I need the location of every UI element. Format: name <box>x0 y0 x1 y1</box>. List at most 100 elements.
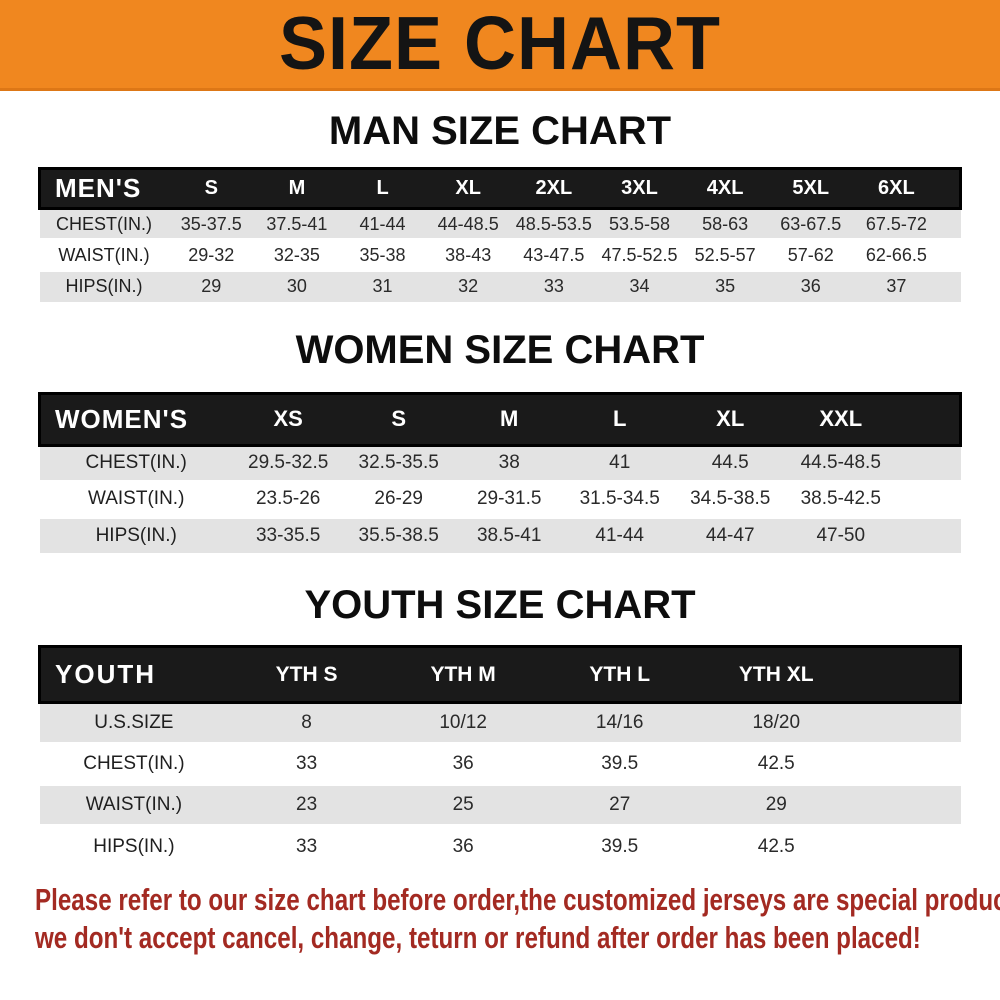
men-value-cell: 62-66.5 <box>865 244 927 265</box>
men-table-row: CHEST(IN.) 35-37.5 37.5-41 41-44 44-48.5 48.5… <box>39 208 961 240</box>
men-value-cell: 53.5-58 <box>608 213 670 234</box>
youth-column-header: YTH S <box>275 662 338 686</box>
youth-row-label: HIPS(IN.) <box>93 835 175 857</box>
men-value-cell: 33 <box>543 276 564 297</box>
women-row-label: HIPS(IN.) <box>95 524 177 546</box>
youth-table-row: WAIST(IN.) 23 25 27 29 <box>39 784 961 826</box>
women-value-cell: 47-50 <box>816 524 866 546</box>
banner-title: SIZE CHART <box>279 2 721 86</box>
men-value-cell: 35 <box>715 276 736 297</box>
filler-cell <box>855 826 961 867</box>
women-table-row: HIPS(IN.) 33-35.5 35.5-38.5 38.5-41 41-44 44-… <box>39 517 961 553</box>
women-column-header: S <box>391 406 407 431</box>
youth-row-label: CHEST(IN.) <box>83 753 185 774</box>
size-chart-sections: MAN SIZE CHART MEN'S S M L XL 2XL 3XL 4XL 5XL 6XL C… <box>0 109 1000 867</box>
filler-cell <box>855 785 961 826</box>
men-header-label: MEN'S <box>55 173 142 203</box>
filler-cell <box>896 517 961 553</box>
youth-column-header: YTH L <box>589 662 651 686</box>
men-section-title: MAN SIZE CHART <box>328 109 672 153</box>
women-header-label: WOMEN'S <box>55 403 189 434</box>
women-value-cell: 29-31.5 <box>476 488 542 509</box>
women-column-header: M <box>500 406 519 431</box>
women-value-cell: 26-29 <box>374 488 423 509</box>
filler-cell <box>855 744 961 785</box>
women-header-row: WOMEN'S XS S M L XL XXL <box>39 393 961 445</box>
youth-column-header: YTH M <box>430 662 496 686</box>
youth-row-label: WAIST(IN.) <box>85 794 183 815</box>
men-value-cell: 67.5-72 <box>865 213 927 234</box>
youth-value-cell: 42.5 <box>757 835 795 857</box>
men-value-cell: 47.5-52.5 <box>601 244 678 265</box>
women-table-row: CHEST(IN.) 29.5-32.5 32.5-35.5 38 41 44.5 44.5… <box>39 445 961 481</box>
men-row-label: WAIST(IN.) <box>58 244 150 265</box>
men-value-cell: 63-67.5 <box>780 213 842 234</box>
women-value-cell: 38.5-42.5 <box>800 488 881 509</box>
youth-value-cell: 33 <box>296 835 318 857</box>
youth-value-cell: 14/16 <box>595 712 644 733</box>
women-column-header: XL <box>716 406 745 431</box>
youth-table-row: CHEST(IN.) 33 36 39.5 42.5 <box>39 743 961 785</box>
men-column-header: M <box>288 177 306 199</box>
women-column-header: XS <box>273 406 303 431</box>
youth-value-cell: 39.5 <box>601 835 639 857</box>
women-value-cell: 41-44 <box>595 524 645 546</box>
youth-value-cell: 29 <box>765 794 787 815</box>
men-value-cell: 36 <box>800 276 821 297</box>
youth-header-row: YOUTH YTH S YTH M YTH L YTH XL <box>39 646 961 703</box>
women-size-table: WOMEN'S XS S M L XL XXL CHEST(IN.) 29.5-32.5 32.5… <box>38 392 962 553</box>
men-column-header: XL <box>455 177 481 199</box>
men-value-cell: 35-38 <box>359 244 406 265</box>
note-line-1: Please refer to our size chart before or… <box>35 881 1000 917</box>
youth-size-section: YOUTH SIZE CHART YOUTH YTH S YTH M YTH L YTH … <box>0 583 1000 867</box>
women-size-section: WOMEN SIZE CHART WOMEN'S XS S M L XL XXL CHEST(I… <box>0 327 1000 553</box>
note-line-2: we don't accept cancel, change, teturn o… <box>35 919 921 955</box>
women-column-header: XXL <box>819 406 863 431</box>
men-value-cell: 31 <box>372 276 393 297</box>
women-value-cell: 44.5 <box>711 452 749 473</box>
women-value-cell: 31.5-34.5 <box>579 488 660 509</box>
youth-header-label: YOUTH <box>55 659 156 689</box>
women-value-cell: 29.5-32.5 <box>248 452 329 473</box>
youth-table-row: U.S.SIZE 8 10/12 14/16 18/20 <box>39 702 961 744</box>
men-value-cell: 37 <box>886 276 907 297</box>
youth-table-row: HIPS(IN.) 33 36 39.5 42.5 <box>39 825 961 867</box>
men-column-header: 5XL <box>792 177 830 199</box>
youth-value-cell: 39.5 <box>601 753 639 774</box>
women-row-label: WAIST(IN.) <box>88 488 185 509</box>
filler-cell <box>855 647 961 703</box>
youth-value-cell: 42.5 <box>757 753 795 774</box>
youth-value-cell: 18/20 <box>752 712 801 733</box>
men-value-cell: 57-62 <box>787 244 834 265</box>
youth-value-cell: 8 <box>301 712 312 733</box>
men-value-cell: 30 <box>286 276 307 297</box>
men-value-cell: 29 <box>201 276 222 297</box>
filler-cell <box>896 445 961 481</box>
footer-note: Please refer to our size chart before or… <box>35 881 1000 957</box>
women-value-cell: 34.5-38.5 <box>690 488 771 509</box>
men-value-cell: 43-47.5 <box>523 244 585 265</box>
men-value-cell: 34 <box>629 276 650 297</box>
youth-value-cell: 25 <box>452 794 474 815</box>
men-value-cell: 35-37.5 <box>180 213 242 234</box>
youth-value-cell: 33 <box>296 753 318 774</box>
filler-cell <box>939 209 960 240</box>
men-value-cell: 32-35 <box>273 244 320 265</box>
youth-column-header: YTH XL <box>738 662 814 686</box>
youth-value-cell: 10/12 <box>439 712 487 733</box>
women-section-title: WOMEN SIZE CHART <box>295 327 705 372</box>
women-value-cell: 44-47 <box>705 524 755 546</box>
men-value-cell: 44-48.5 <box>437 213 499 234</box>
filler-cell <box>939 169 960 209</box>
women-value-cell: 32.5-35.5 <box>358 452 439 473</box>
youth-value-cell: 27 <box>609 794 631 815</box>
women-column-header: L <box>612 406 627 431</box>
youth-section-title: YOUTH SIZE CHART <box>304 583 696 627</box>
men-column-header: 3XL <box>621 177 658 199</box>
men-size-section: MAN SIZE CHART MEN'S S M L XL 2XL 3XL 4XL 5XL 6XL C… <box>0 109 1000 302</box>
youth-size-table: YOUTH YTH S YTH M YTH L YTH XL U.S.SIZE 8 10/12… <box>38 645 962 867</box>
men-value-cell: 29-32 <box>188 244 235 265</box>
women-value-cell: 38.5-41 <box>476 524 542 546</box>
youth-value-cell: 36 <box>452 835 474 857</box>
men-value-cell: 48.5-53.5 <box>515 213 592 234</box>
